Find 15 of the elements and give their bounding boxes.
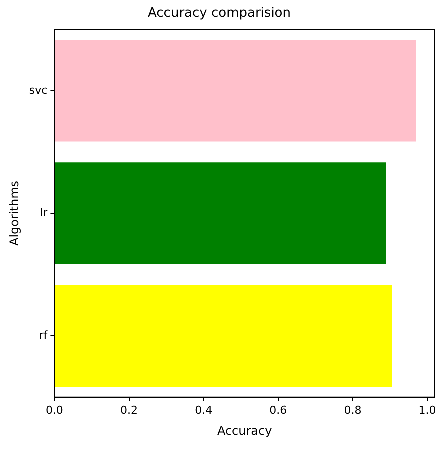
bar [55, 285, 392, 387]
y-tick-label: lr [40, 206, 48, 220]
x-tick-label: 0.2 [120, 404, 138, 417]
x-tick-label: 0.4 [195, 404, 213, 417]
y-tick-label: rf [39, 328, 49, 342]
x-axis-title: Accuracy [217, 424, 272, 438]
x-tick-label: 0.0 [46, 404, 64, 417]
x-tick-label: 1.0 [418, 404, 436, 417]
x-tick-label: 0.6 [270, 404, 288, 417]
y-tick-label: svc [29, 84, 48, 97]
bar [55, 162, 386, 264]
chart-title: Accuracy comparision [148, 6, 291, 22]
bar [55, 40, 416, 142]
x-tick-label: 0.8 [344, 404, 362, 417]
y-axis-title: Algorithms [7, 180, 22, 246]
